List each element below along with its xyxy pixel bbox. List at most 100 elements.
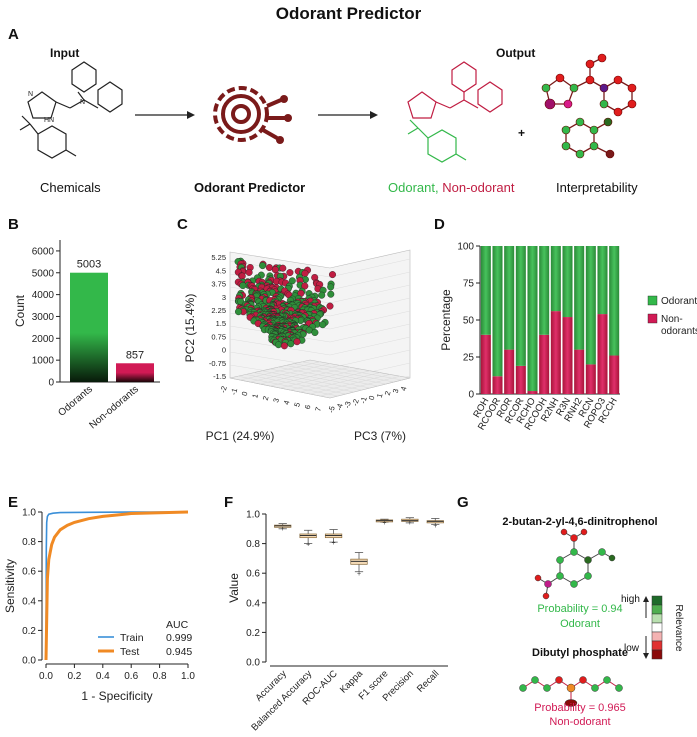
svg-text:N: N	[80, 99, 85, 106]
y-tick-label: 0.2	[246, 628, 260, 639]
bar-nonodorant-r2nh	[550, 311, 561, 394]
floor-pane	[229, 359, 411, 399]
bar-nonodorant-rcooh	[539, 334, 550, 394]
y-tick-label: 50	[463, 316, 475, 327]
y-tick-label: 1000	[32, 356, 55, 367]
y-tick-label: 0.0	[22, 656, 36, 667]
bar-odorant-ror	[504, 246, 515, 350]
y-tick-label: 3.75	[211, 280, 226, 289]
z-tick-label: 2	[383, 390, 393, 396]
y-tick-label: 0.8	[246, 539, 260, 550]
legend-swatch-odorants	[647, 295, 658, 306]
y-tick-label: 100	[457, 242, 474, 253]
x-tick-label: Recall	[415, 668, 441, 694]
relevance-label: Relevance	[673, 604, 684, 652]
bar-nonodorant-ror	[504, 349, 515, 394]
bar-odorant-ropo3	[597, 246, 608, 315]
z-tick-label: -5	[326, 405, 336, 414]
x-tick-label: 0.6	[124, 671, 138, 682]
legend-auc-test: 0.945	[166, 646, 192, 658]
x-axis-label: PC1 (24.9%)	[206, 429, 275, 443]
point-nonodorant	[238, 272, 246, 280]
z-tick-label: 3	[391, 388, 401, 394]
grid-line	[299, 372, 381, 393]
y-axis-label: Count	[13, 294, 27, 327]
point-nonodorant	[245, 268, 253, 276]
input-molecule-icon: HN N N	[19, 61, 123, 159]
x-tick-label: Odorants	[56, 384, 95, 419]
y-axis-label: Percentage	[439, 289, 453, 351]
bar-odorant-rcch	[609, 246, 620, 356]
grid-line	[309, 374, 391, 395]
interpretability-label: Interpretability	[556, 180, 638, 195]
panel-label-b: B	[8, 216, 19, 233]
bar-odorant-rcho	[527, 246, 538, 392]
output-label: Output	[496, 46, 536, 60]
grid-line	[289, 370, 371, 391]
bar-odorant-rcn	[585, 246, 596, 365]
y-tick-label: 0.2	[22, 626, 36, 637]
grid-line	[277, 366, 379, 387]
panel-label-c: C	[177, 216, 188, 233]
grid-line	[301, 361, 403, 381]
box-outlier: +	[382, 520, 386, 527]
bar-odorant-rcooh	[539, 246, 550, 335]
x-tick-label: -1	[229, 387, 239, 396]
legend-title: AUC	[166, 619, 189, 631]
x-tick-label: 4	[282, 399, 292, 405]
point-odorant	[311, 328, 319, 336]
legend-swatch-nonodorants	[647, 313, 658, 324]
point-odorant	[287, 340, 295, 348]
legend-label-nonodorants-1: Non-	[661, 314, 683, 325]
x-tick-label: 6	[303, 404, 313, 410]
z-tick-label: 0	[367, 395, 377, 401]
plus-sign: +	[518, 126, 526, 140]
chemicals-label: Chemicals	[40, 180, 101, 195]
y-tick-label: 0.75	[211, 332, 226, 341]
bar-odorant-r3n	[562, 246, 573, 318]
arrow-right-icon	[135, 111, 195, 119]
point-nonodorant	[271, 266, 279, 274]
y-tick-label: 6000	[32, 246, 55, 257]
bar-nonodorant-roh	[480, 334, 491, 394]
y-tick-label: 25	[463, 353, 475, 364]
roc-line-train	[45, 511, 188, 661]
legend-auc-train: 0.999	[166, 632, 192, 644]
y-tick-label: 4000	[32, 290, 55, 301]
bar-odorant-rcor	[515, 246, 526, 366]
z-axis-label: PC3 (7%)	[354, 429, 406, 443]
panel-label-g: G	[457, 494, 469, 511]
legend-label-train: Train	[120, 632, 144, 644]
x-tick-label: 0.0	[39, 671, 53, 682]
y-tick-label: 3000	[32, 312, 55, 323]
x-tick-label: 0.2	[67, 671, 81, 682]
grid-line	[285, 365, 387, 385]
x-tick-label: 0	[240, 391, 250, 397]
svg-text:N: N	[28, 91, 33, 98]
grid-line	[329, 271, 411, 291]
figure-title: Odorant Predictor	[275, 4, 422, 23]
grid-line	[329, 284, 411, 304]
box-outlier: +	[357, 571, 361, 578]
bar-odorants	[70, 272, 108, 382]
y-tick-label: 2000	[32, 334, 55, 345]
odorant-label: Odorant,	[388, 180, 439, 195]
dibutyl-phosphate-molecule-icon	[519, 676, 623, 707]
box-outlier: +	[281, 526, 285, 533]
y-tick-label: 0.6	[22, 567, 36, 578]
y-tick-label: 0.4	[22, 596, 36, 607]
panel-label-e: E	[8, 494, 19, 511]
x-tick-label: 1.0	[181, 671, 195, 682]
functional-group-stacked-chart: 0255075100ROHRCOORRORRCORRCHORCOOHR2NHR3…	[439, 242, 697, 433]
mol1-class: Odorant	[560, 618, 600, 630]
grid-line	[329, 297, 411, 317]
predictor-label: Odorant Predictor	[194, 180, 306, 195]
box-outlier: +	[408, 520, 412, 527]
scale-low-label: low	[624, 643, 640, 654]
nonodorant-label: Non-odorant	[442, 180, 515, 195]
bar-odorant-roh	[480, 246, 491, 335]
point-nonodorant	[326, 302, 334, 310]
point-odorant	[235, 308, 243, 316]
x-tick-label: 3	[271, 397, 281, 403]
